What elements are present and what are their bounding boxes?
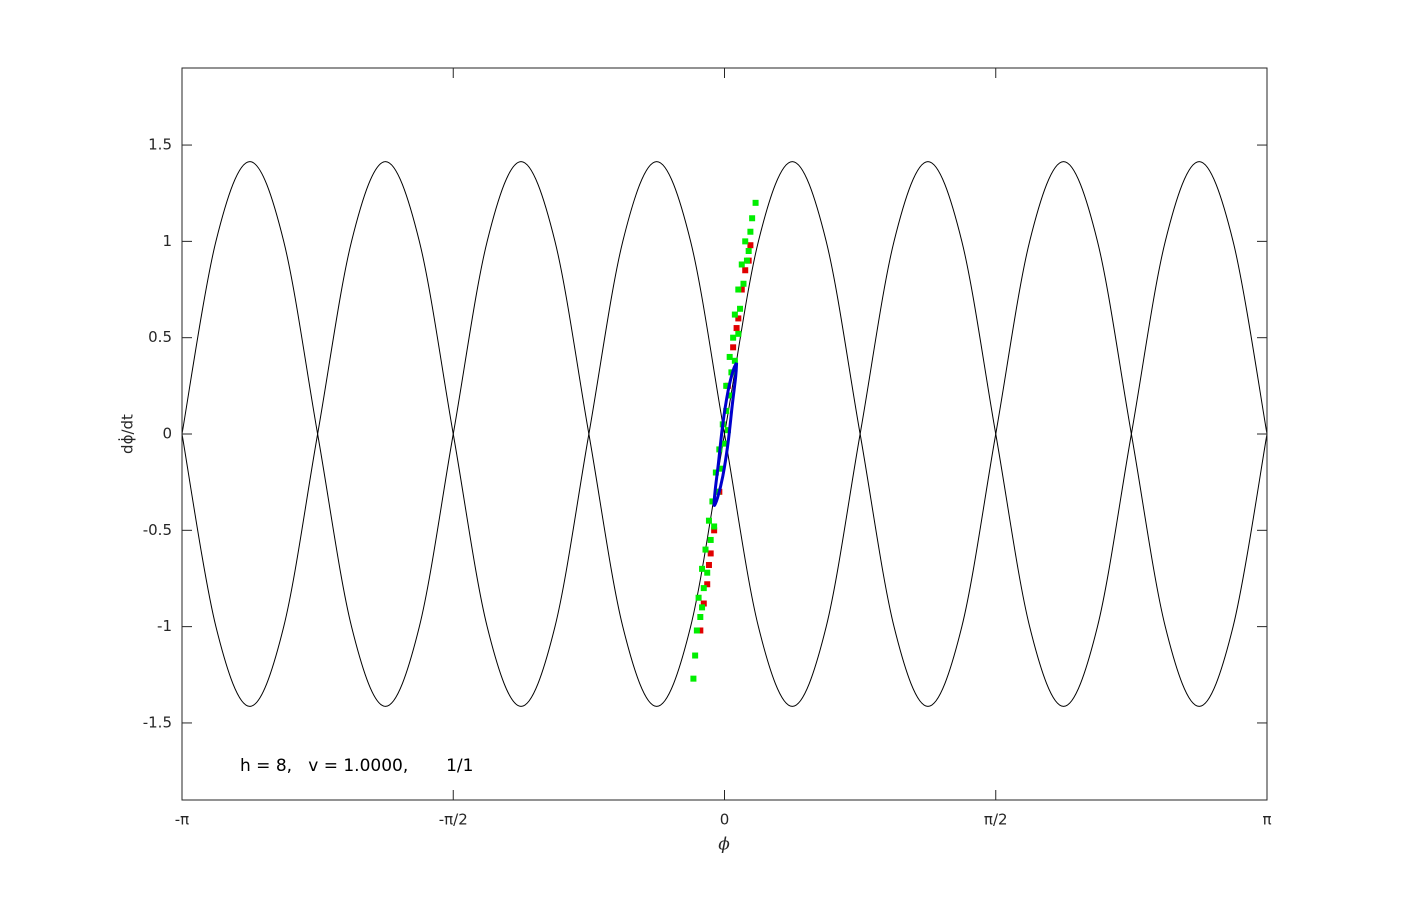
scatter-point [721,440,728,447]
scatter-point [707,550,714,557]
scatter-point [723,382,730,389]
scatter-point [690,675,697,682]
scatter-point [695,594,702,601]
x-tick-label: π [1262,811,1271,829]
scatter-point [704,581,711,588]
scatter-point [723,407,730,414]
scatter-point [733,325,740,332]
scatter-point [730,344,737,351]
scatter-point [738,261,745,268]
scatter-point [714,488,721,495]
x-tick-label: -π/2 [439,811,468,829]
scatter-point [699,604,706,611]
x-tick-label: 0 [720,811,730,829]
scatter-point [693,627,700,634]
y-tick-label: 0.5 [148,328,172,346]
y-tick-label: 0 [162,425,172,443]
scatter-point [702,546,709,553]
curve [712,362,739,507]
scatter-point [697,627,704,634]
scatter-point [735,330,742,337]
scatter-point [743,257,750,264]
scatter-point [749,215,756,222]
scatter-point [747,228,754,235]
annotation: h = 8, v = 1.0000, 1/1 [240,756,473,776]
scatter-point [718,465,725,472]
scatter-point [705,517,712,524]
curve [182,161,1267,707]
scatter-point [730,334,737,341]
scatter-point [697,614,704,620]
y-tick-label: -1 [157,617,172,635]
y-tick-label: 1.5 [148,136,172,154]
scatter-point [711,523,718,530]
y-axis-label: dϕ̇/dt [118,414,137,454]
scatter-point [709,498,716,505]
scatter-point [752,199,759,206]
scatter-point [742,238,749,245]
scatter-point [731,357,738,364]
scatter-point [737,305,744,312]
scatter-point [742,267,749,274]
scatter-point [740,280,747,287]
scatter-point [735,315,742,322]
x-axis-label: ϕ [718,835,730,855]
scatter-point [731,311,738,318]
scatter-point [745,248,752,254]
scatter-point [726,392,733,399]
scatter-point [747,242,754,249]
scatter-point [738,286,745,293]
scatter-point [699,565,706,572]
scatter-point [726,353,733,360]
scatter-point [692,652,699,659]
scatter-point [700,600,707,607]
scatter-point [711,527,718,534]
y-tick-label: -1.5 [143,713,172,731]
y-tick-label: -0.5 [143,521,172,539]
scatter-point [704,569,711,576]
scatter-point [707,536,714,543]
scatter-point [724,427,731,434]
scatter-point [705,561,712,568]
x-tick-label: π/2 [984,811,1008,829]
scatter-point [735,286,742,293]
y-tick-label: 1 [162,232,172,250]
scatter-point [700,585,707,592]
x-tick-label: -π [175,811,189,829]
plot-marks [182,161,1267,707]
